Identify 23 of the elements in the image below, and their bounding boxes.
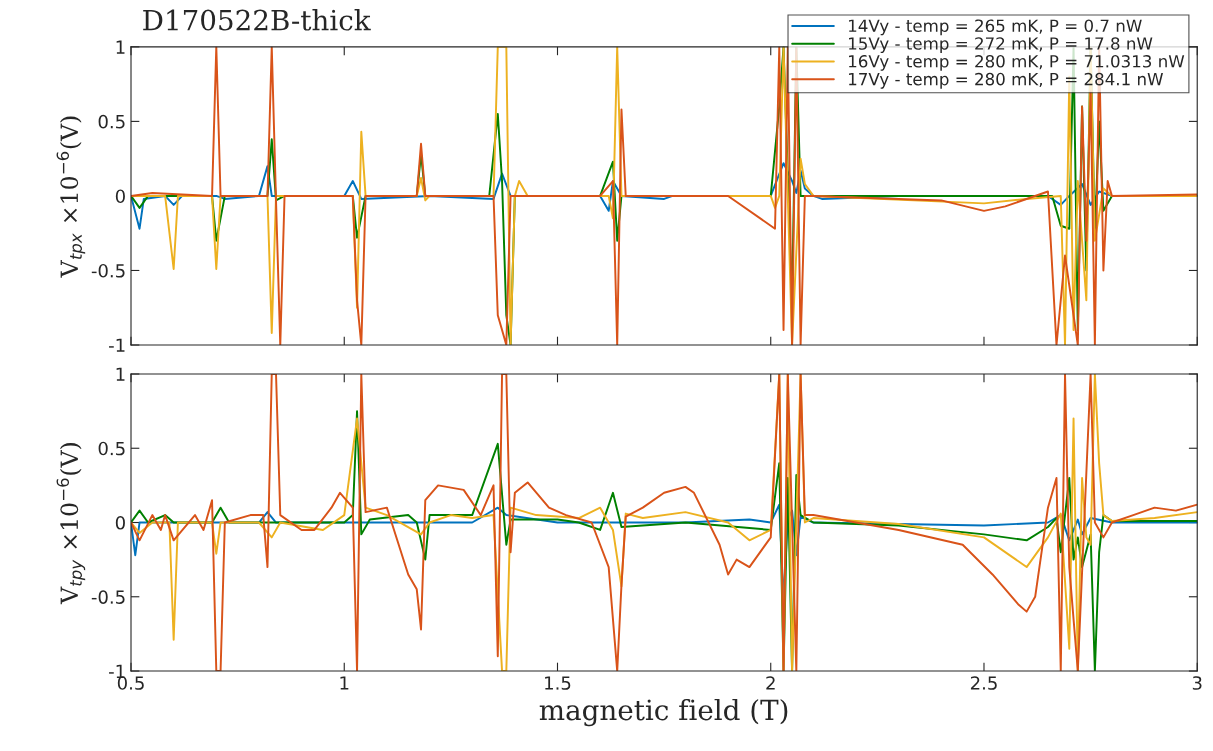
y-tick-label: -0.5	[91, 263, 125, 278]
legend-label: 17Vy - temp = 280 mK, P = 284.1 nW	[849, 72, 1163, 89]
y-axis-title: V$_{tpx}$ ×10$^{−6}$(V)	[56, 116, 86, 278]
y-axis-title: V$_{tpy}$ ×10$^{−6}$(V)	[56, 443, 86, 605]
x-tick-label: 2.5	[970, 676, 997, 690]
y-tick-label: 1	[116, 367, 125, 381]
x-tick-label: 2	[766, 676, 775, 690]
y-tick-label: 1	[116, 40, 125, 54]
x-tick-label: 1	[340, 676, 349, 690]
legend-label: 15Vy - temp = 272 mK, P = 17.8 nW	[849, 37, 1153, 54]
y-tick-label: 0.5	[98, 441, 125, 456]
legend-label: 16Vy - temp = 280 mK, P = 71.0313 nW	[849, 55, 1185, 71]
x-axis-title: magnetic field (T)	[539, 698, 788, 727]
y-tick-label: -0.5	[91, 590, 125, 604]
y-tick-label: 0.5	[98, 114, 125, 129]
legend-label: 14Vy - temp = 265 mK, P = 0.7 nW	[849, 19, 1142, 36]
y-tick-label: -1	[109, 338, 125, 352]
y-tick-label: 0	[115, 189, 125, 204]
x-tick-label: 1.5	[545, 676, 571, 690]
chart-title: D170522B-thick	[143, 9, 371, 31]
x-tick-label: 3	[1192, 676, 1202, 690]
y-tick-label: 0	[115, 515, 125, 530]
y-tick-label: -1	[109, 664, 125, 678]
